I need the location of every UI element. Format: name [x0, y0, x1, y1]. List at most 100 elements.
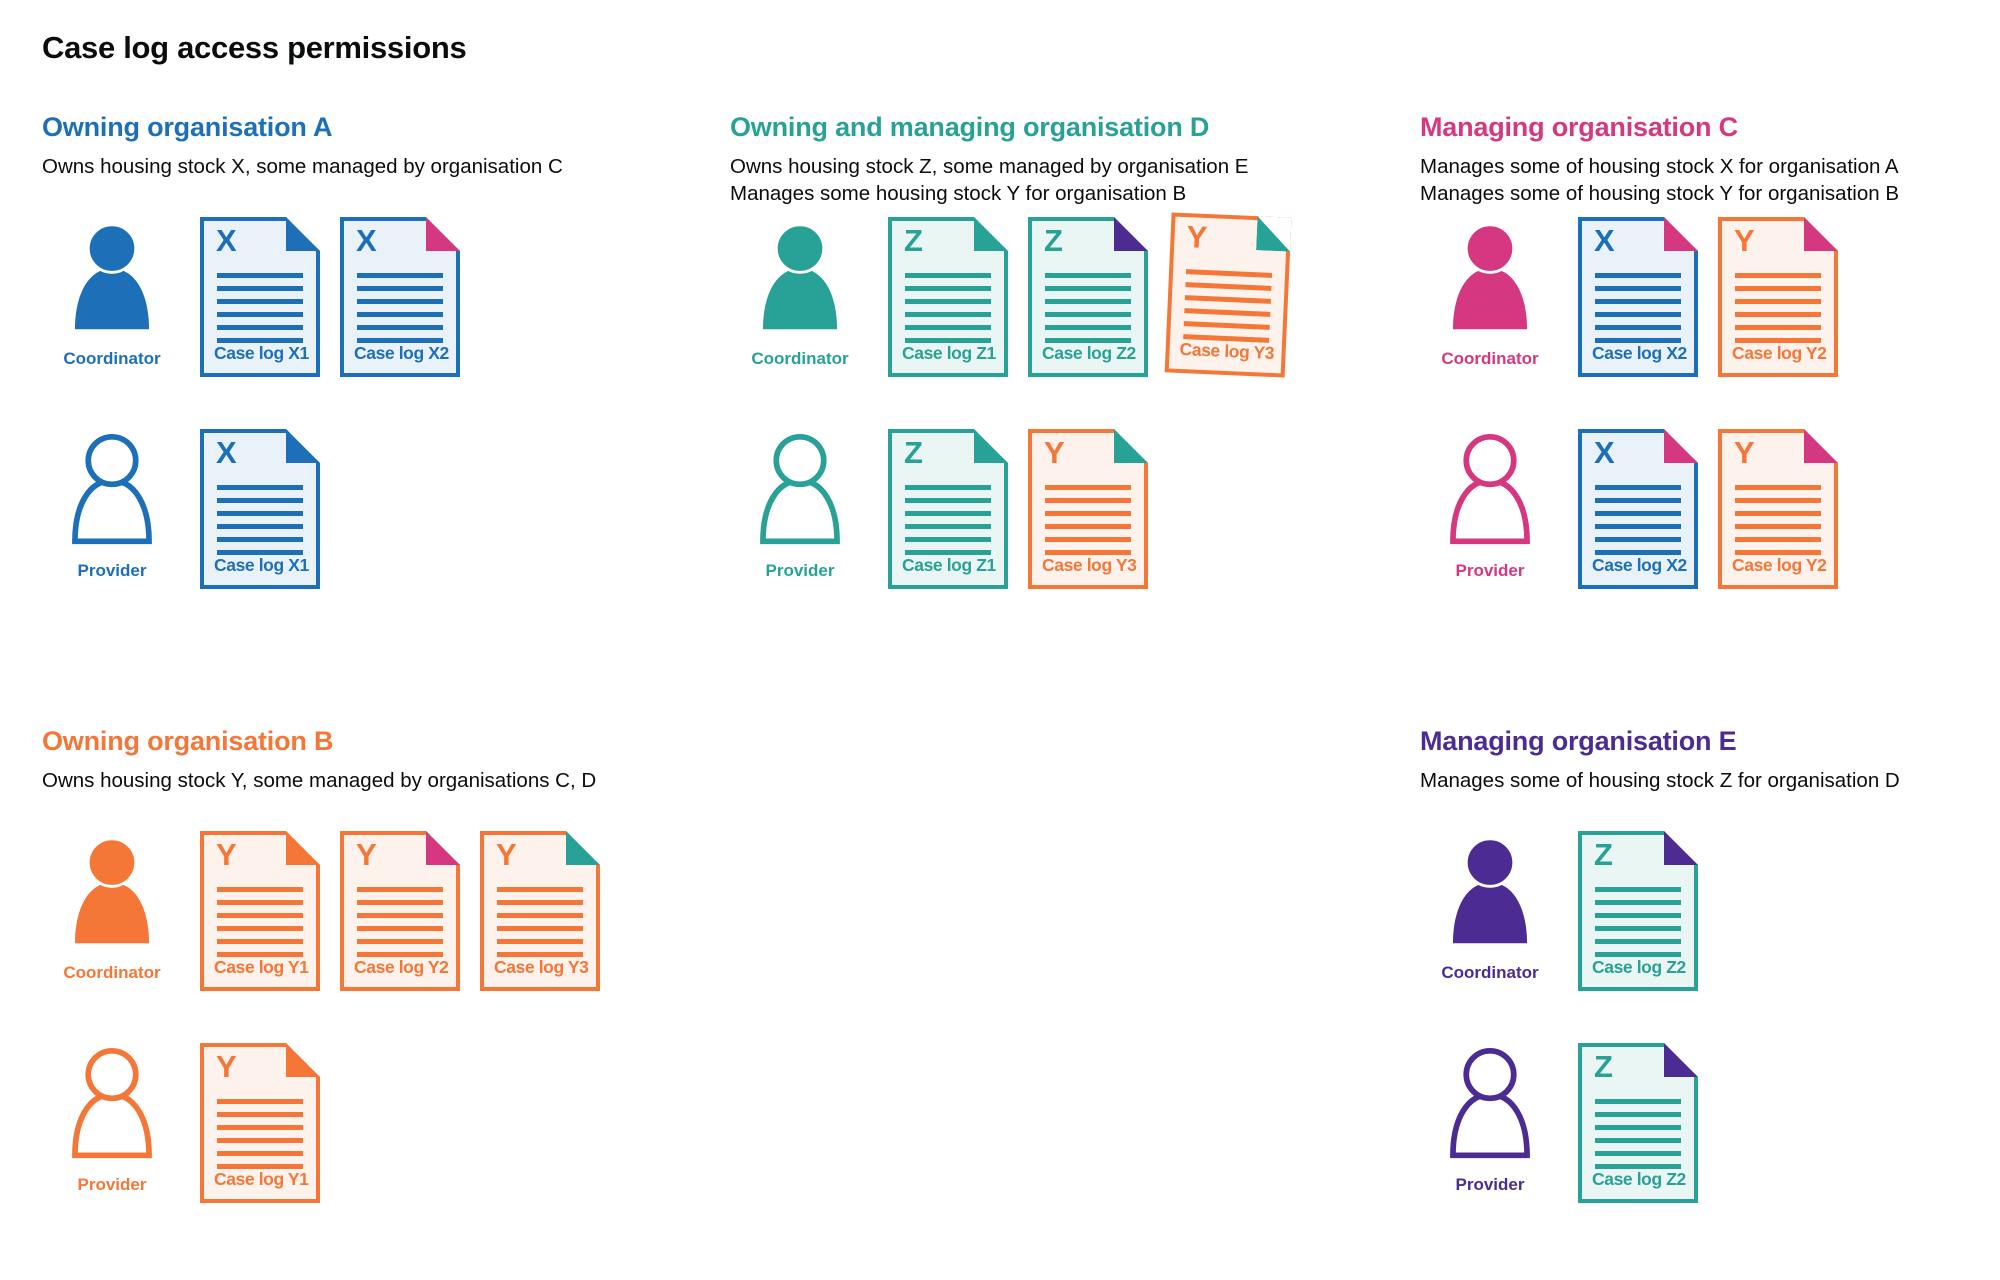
- stock-letter: X: [216, 223, 237, 258]
- document-text-lines: [1595, 1099, 1681, 1177]
- document-text-line: [1735, 325, 1821, 330]
- coordinator-person-icon: [730, 217, 870, 343]
- folded-corner-icon: [974, 429, 1008, 463]
- document-text-lines: [357, 887, 443, 965]
- document-text-line: [217, 524, 303, 529]
- document-text-line: [1045, 537, 1131, 542]
- org-section-owning-organisation-b: Owning organisation B Owns housing stock…: [42, 726, 730, 1255]
- case-log-label: Case log X1: [214, 555, 309, 575]
- document-text-line: [1735, 524, 1821, 529]
- document-text-line: [1735, 299, 1821, 304]
- case-log-document: Z Case log Z1: [888, 429, 1008, 589]
- document-text-line: [905, 273, 991, 278]
- folded-corner-icon: [1664, 1043, 1698, 1077]
- document-text-line: [1185, 269, 1273, 278]
- role-label: Coordinator: [63, 963, 161, 982]
- document-text-line: [1595, 939, 1681, 944]
- document-text-line: [1735, 286, 1821, 291]
- case-log-document: X Case log X2: [340, 217, 460, 377]
- document-text-line: [1735, 537, 1821, 542]
- document-text-line: [1045, 338, 1131, 343]
- document-text-line: [1045, 550, 1131, 555]
- permission-row: Coordinator X Case log X2 Y Case log Y2: [1420, 217, 2000, 377]
- document-text-line: [217, 900, 303, 905]
- document-text-lines: [905, 273, 991, 351]
- org-section-owning-organisation-a: Owning organisation A Owns housing stock…: [42, 112, 730, 692]
- document-text-line: [1735, 338, 1821, 343]
- document-text-lines: [1595, 273, 1681, 351]
- document-text-line: [1595, 1125, 1681, 1130]
- document-text-lines: [1735, 485, 1821, 563]
- document-text-line: [1595, 511, 1681, 516]
- document-text-line: [1595, 537, 1681, 542]
- case-log-label: Case log Y2: [1732, 555, 1827, 575]
- document-text-line: [1595, 900, 1681, 905]
- document-text-line: [217, 485, 303, 490]
- folded-corner-icon: [286, 429, 320, 463]
- org-description-line: Manages some housing stock Y for organis…: [730, 182, 1187, 205]
- case-log-label: Case log Y2: [354, 957, 449, 977]
- org-section-owning-and-managing-organisation-d: Owning and managing organisation D Owns …: [730, 112, 1420, 692]
- stock-letter: X: [356, 223, 377, 258]
- role-cell: Provider: [1420, 429, 1560, 581]
- document-text-line: [217, 952, 303, 957]
- document-text-line: [217, 887, 303, 892]
- provider-person-icon: [1420, 1043, 1560, 1169]
- role-label: Provider: [765, 561, 835, 580]
- document-text-line: [905, 550, 991, 555]
- role-cell: Coordinator: [730, 217, 870, 369]
- document-text-lines: [1045, 485, 1131, 563]
- document-text-line: [905, 312, 991, 317]
- folded-corner-icon: [974, 217, 1008, 251]
- org-description-line: Owns housing stock X, some managed by or…: [42, 155, 563, 178]
- document-text-line: [217, 338, 303, 343]
- org-description-line: Manages some of housing stock X for orga…: [1420, 155, 1899, 178]
- role-cell: Coordinator: [42, 217, 182, 369]
- stock-letter: Z: [1044, 223, 1063, 258]
- case-log-documents: Z Case log Z2: [1578, 831, 1698, 991]
- document-text-line: [357, 900, 443, 905]
- role-cell: Coordinator: [1420, 831, 1560, 983]
- role-cell: Provider: [42, 429, 182, 581]
- case-log-documents: X Case log X2 Y Case log Y2: [1578, 217, 1838, 377]
- document-text-line: [905, 511, 991, 516]
- org-section-title: Managing organisation E: [1420, 726, 1737, 756]
- document-text-lines: [217, 485, 303, 563]
- org-description-line: Owns housing stock Z, some managed by or…: [730, 155, 1249, 178]
- case-log-documents: X Case log X1 X Case log X2: [200, 217, 460, 377]
- document-text-line: [357, 939, 443, 944]
- document-text-line: [905, 537, 991, 542]
- document-text-line: [1595, 299, 1681, 304]
- case-log-label: Case log Y3: [1179, 338, 1275, 364]
- coordinator-person-icon: [42, 831, 182, 957]
- case-log-document: Z Case log Z2: [1578, 1043, 1698, 1203]
- stock-letter: Y: [216, 1049, 237, 1084]
- case-log-documents: Z Case log Z1 Y Case log Y3: [888, 429, 1148, 589]
- provider-person-icon: [730, 429, 870, 555]
- permission-row: Coordinator X Case log X1 X Case log X2: [42, 217, 730, 377]
- case-log-document: X Case log X1: [200, 429, 320, 589]
- document-text-line: [905, 338, 991, 343]
- stock-letter: Y: [1734, 435, 1755, 470]
- org-description-line: Manages some of housing stock Y for orga…: [1420, 182, 1899, 205]
- document-text-line: [217, 1164, 303, 1169]
- document-text-line: [1595, 524, 1681, 529]
- org-section-description: Owns housing stock X, some managed by or…: [42, 153, 730, 217]
- role-label: Provider: [1455, 1175, 1525, 1194]
- case-log-label: Case log Y3: [494, 957, 589, 977]
- folded-corner-icon: [426, 831, 460, 865]
- org-permission-rows: Coordinator Y Case log Y1 Y Case log Y2 …: [42, 831, 730, 1203]
- document-text-line: [1045, 511, 1131, 516]
- document-text-line: [1595, 952, 1681, 957]
- case-log-document: Y Case log Y2: [1718, 217, 1838, 377]
- case-log-document: Y Case log Y1: [200, 831, 320, 991]
- document-text-lines: [217, 1099, 303, 1177]
- document-text-line: [1735, 485, 1821, 490]
- stock-letter: Z: [904, 435, 923, 470]
- document-text-lines: [217, 887, 303, 965]
- document-text-line: [1595, 338, 1681, 343]
- role-cell: Provider: [730, 429, 870, 581]
- folded-corner-icon: [1664, 429, 1698, 463]
- case-log-label: Case log Y1: [214, 1169, 309, 1189]
- case-log-document: Y Case log Y2: [1718, 429, 1838, 589]
